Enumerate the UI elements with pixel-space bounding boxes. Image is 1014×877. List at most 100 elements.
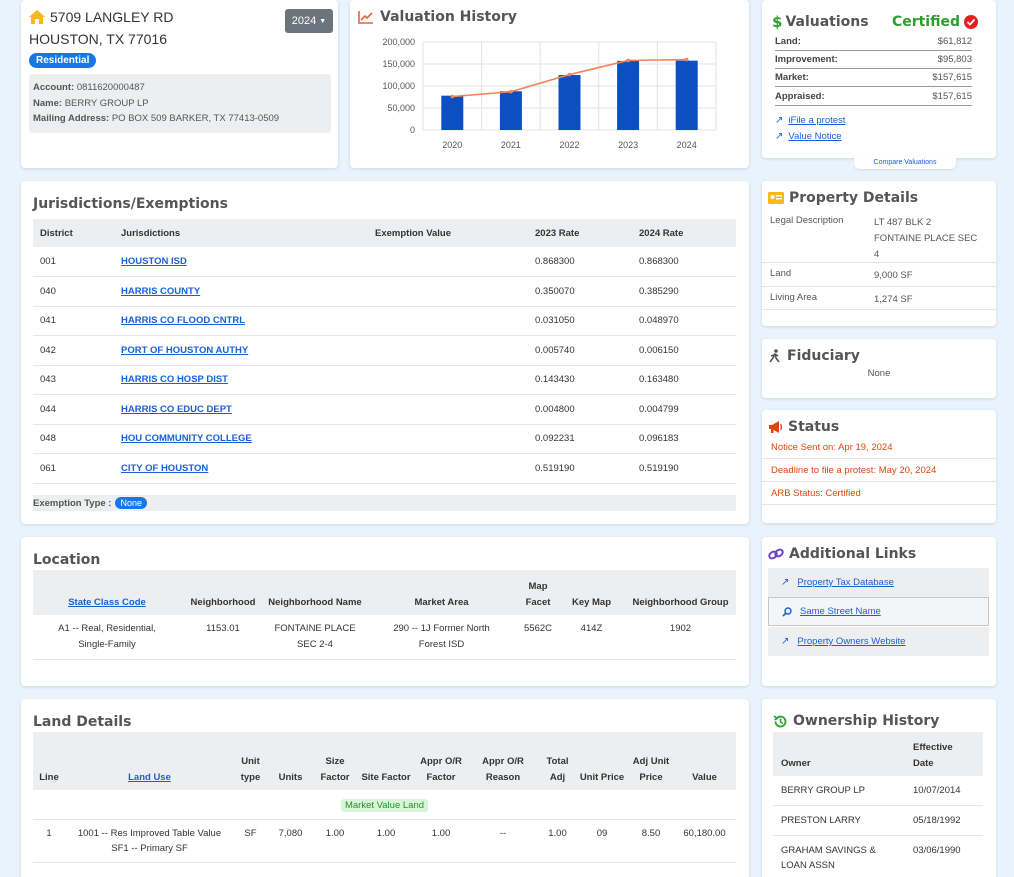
id-card-icon [768,192,784,204]
status-protest-deadline: Deadline to file a protest: May 20, 2024 [762,459,996,482]
table-cell: 60,180.00 [673,819,736,863]
external-link-icon: ↗ [781,636,790,647]
x-tick-label: 2022 [559,140,579,150]
valuation-label: Improvement: [775,54,838,65]
y-tick-label: 200,000 [382,37,415,47]
column-header: Size Factor [314,732,356,790]
ownership-history-card: Ownership History Owner Effective Date B… [762,699,996,877]
exemption-type-bar: Exemption Type : None [33,495,736,511]
valuation-value: $95,803 [937,54,972,65]
property-owners-website-link[interactable]: ↗ Property Owners Website [768,627,989,656]
jurisdiction-cell: HARRIS CO EDUC DEPT [114,394,368,425]
table-cell: 1.00 [416,819,466,863]
table-row: 040 HARRIS COUNTY 0.350070 0.385290 [33,276,736,307]
year-dropdown[interactable]: 2024 ▼ [285,9,333,33]
valuations-title-text: Valuations [785,14,869,30]
property-tax-database-link-text[interactable]: Property Tax Database [797,577,894,588]
table-header-row: Owner Effective Date [773,732,983,776]
y-tick-label: 150,000 [382,59,415,69]
table-row: 041 HARRIS CO FLOOD CNTRL 0.031050 0.048970 [33,306,736,336]
value-notice-link-text[interactable]: Value Notice [788,131,842,142]
valuation-history-card: Valuation History 0 50,000 100,000 150,000 2… [350,0,749,168]
jurisdiction-link[interactable]: HOUSTON ISD [121,256,187,267]
address-card: 5709 LANGLEY RD HOUSTON, TX 77016 Reside… [21,0,338,168]
additional-links-title: Additional Links [768,546,916,562]
jurisdiction-link[interactable]: CITY OF HOUSTON [121,462,209,474]
same-street-name-link[interactable]: Same Street Name [768,597,989,626]
table-row: BERRY GROUP LP 10/07/2014 [773,776,983,806]
property-label: Living Area [770,292,818,303]
jurisdictions-card: Jurisdictions/Exemptions District Jurisd… [21,181,749,524]
jurisdiction-cell: HOU COMMUNITY COLLEGE [114,424,368,454]
state-class-code-header-link[interactable]: State Class Code [68,597,146,608]
property-details-title-text: Property Details [789,190,919,206]
table-header-row: State Class Code Neighborhood Neighborho… [33,570,736,615]
table-row: 043 HARRIS CO HOSP DIST 0.143430 0.163480 [33,365,736,395]
fiduciary-title-text: Fiduciary [787,348,860,364]
land-use-header-link[interactable]: Land Use [128,772,171,783]
rate-2024-cell: 0.868300 [632,247,736,277]
exemption-cell [368,424,528,454]
property-row-land: Land 9,000 SF [762,263,996,287]
jurisdiction-link[interactable]: HOU COMMUNITY COLLEGE [121,433,252,445]
caret-down-icon: ▼ [319,17,327,25]
column-header: Line [33,732,65,790]
jurisdiction-link[interactable]: HARRIS COUNTY [121,285,201,297]
valuation-row-appraised: Appraised: $157,615 [775,88,972,106]
column-header: Owner [773,732,905,776]
column-header: Unit Price [575,732,629,790]
table-cell: 8.50 [629,819,673,863]
rate-2024-cell: 0.096183 [632,424,736,454]
column-header: Neighborhood [181,570,265,615]
table-cell: 1001 -- Res Improved Table Value SF1 -- … [65,819,234,863]
jurisdiction-link[interactable]: PORT OF HOUSTON AUTHY [121,344,249,356]
account-info: Account: 0811620000487 Name: BERRY GROUP… [29,74,331,133]
additional-links-card: Additional Links ↗ Property Tax Database… [762,537,996,686]
link-icon [768,548,784,560]
value-notice-link[interactable]: ↗ Value Notice [775,131,842,142]
location-table: State Class Code Neighborhood Neighborho… [33,570,736,660]
location-card: Location State Class Code Neighborhood N… [21,537,749,686]
owner-cell: PRESTON LARRY [773,805,905,836]
bar [617,60,640,130]
rate-2023-cell: 0.031050 [528,306,632,336]
name-label: Name: [33,97,63,109]
status-arb: ARB Status: Certified [762,482,996,505]
account-number: 0811620000487 [76,82,145,93]
table-row: 061 CITY OF HOUSTON 0.519190 0.519190 [33,453,736,484]
jurisdiction-cell: HARRIS COUNTY [114,276,368,307]
table-row: GRAHAM SAVINGS & LOAN ASSN 03/06/1990 [773,835,983,877]
jurisdiction-link[interactable]: HARRIS CO FLOOD CNTRL [121,315,246,327]
ownership-history-title: Ownership History [773,713,939,729]
property-details-card: Property Details Legal Description LT 48… [762,181,996,326]
column-header: Units [267,732,314,790]
account-label: Account: [33,82,75,93]
line-point [450,94,455,99]
jurisdiction-cell: PORT OF HOUSTON AUTHY [114,335,368,366]
jurisdiction-link[interactable]: HARRIS CO EDUC DEPT [121,403,232,415]
exemption-type-label: Exemption Type : [33,497,112,509]
property-row-legal: Legal Description LT 487 BLK 2 FONTAINE … [762,210,996,263]
table-cell: 1.00 [356,819,416,863]
ifile-protest-link[interactable]: ↗ iFile a protest [775,115,845,126]
y-tick-label: 100,000 [382,81,415,91]
y-tick-label: 50,000 [387,103,415,113]
compare-valuations-tab[interactable]: Compare Valuations [854,157,956,169]
ifile-protest-link-text[interactable]: iFile a protest [788,115,846,126]
dollar-icon: $ [772,13,783,31]
jurisdiction-link[interactable]: HARRIS CO HOSP DIST [121,374,228,386]
property-owners-website-link-text[interactable]: Property Owners Website [797,636,906,647]
table-cell: 1153.01 [181,615,265,660]
property-tax-database-link[interactable]: ↗ Property Tax Database [768,568,989,597]
jurisdiction-cell: HARRIS CO HOSP DIST [114,365,368,395]
table-row: 001 HOUSTON ISD 0.868300 0.868300 [33,247,736,277]
effective-date-cell: 05/18/1992 [905,805,983,836]
valuation-row-land: Land: $61,812 [775,33,972,51]
district-cell: 042 [33,335,114,366]
column-header: Adj Unit Price [629,732,673,790]
same-street-name-link-text[interactable]: Same Street Name [800,606,881,617]
rate-2024-cell: 0.006150 [632,335,736,366]
jurisdiction-cell: CITY OF HOUSTON [114,453,368,484]
valuation-label: Market: [775,72,809,83]
y-tick-label: 0 [410,125,415,135]
